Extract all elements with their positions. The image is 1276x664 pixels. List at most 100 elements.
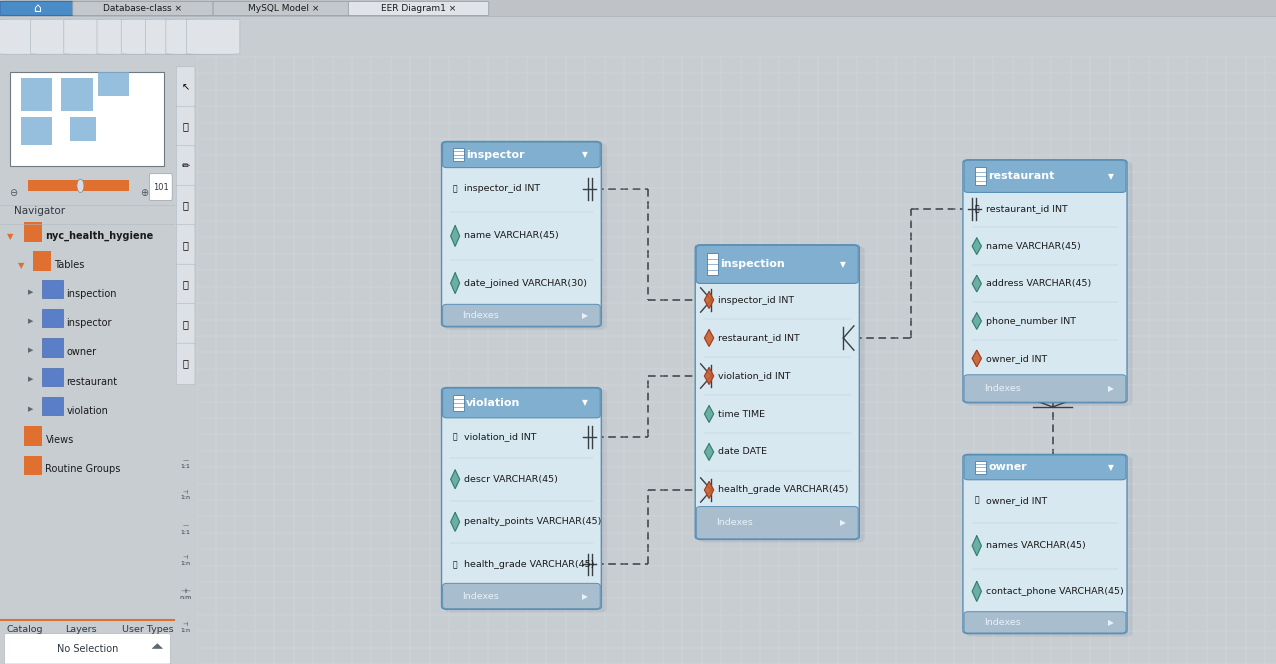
Text: phone_number INT: phone_number INT xyxy=(986,317,1076,325)
Text: restaurant_id INT: restaurant_id INT xyxy=(718,333,800,343)
Bar xyxy=(24,426,42,446)
FancyBboxPatch shape xyxy=(441,141,601,327)
FancyBboxPatch shape xyxy=(445,389,606,612)
FancyBboxPatch shape xyxy=(145,19,199,54)
FancyBboxPatch shape xyxy=(963,454,1127,633)
Text: violation_id INT: violation_id INT xyxy=(464,432,537,441)
FancyBboxPatch shape xyxy=(73,1,213,15)
Bar xyxy=(975,461,985,473)
Text: name VARCHAR(45): name VARCHAR(45) xyxy=(464,232,559,240)
Text: —
1:1: — 1:1 xyxy=(181,458,190,469)
Bar xyxy=(20,78,52,111)
Text: 🔑: 🔑 xyxy=(453,432,458,441)
Text: ⊖: ⊖ xyxy=(9,188,17,198)
Text: inspector_id INT: inspector_id INT xyxy=(718,295,795,305)
Polygon shape xyxy=(704,444,713,460)
Text: ▶: ▶ xyxy=(840,518,846,527)
FancyBboxPatch shape xyxy=(4,633,171,664)
FancyBboxPatch shape xyxy=(176,343,195,384)
Text: —
1:1: — 1:1 xyxy=(181,524,190,535)
Text: Tables: Tables xyxy=(54,260,84,270)
Polygon shape xyxy=(972,581,981,602)
Bar xyxy=(28,181,129,191)
Text: ⊣
1:n: ⊣ 1:n xyxy=(181,555,190,566)
Polygon shape xyxy=(704,368,713,384)
Bar xyxy=(707,254,718,275)
Text: ▶: ▶ xyxy=(1108,618,1114,627)
Bar xyxy=(10,72,165,166)
FancyBboxPatch shape xyxy=(121,19,175,54)
Polygon shape xyxy=(704,329,713,347)
Text: nyc_health_hygiene: nyc_health_hygiene xyxy=(46,230,153,241)
Bar xyxy=(20,117,52,145)
Polygon shape xyxy=(450,226,459,246)
Text: violation: violation xyxy=(66,406,108,416)
Text: address VARCHAR(45): address VARCHAR(45) xyxy=(986,279,1091,288)
FancyArrow shape xyxy=(152,643,162,649)
Bar xyxy=(42,339,63,357)
Bar xyxy=(61,78,93,111)
FancyBboxPatch shape xyxy=(966,456,1132,637)
Text: Indexes: Indexes xyxy=(462,311,499,320)
FancyBboxPatch shape xyxy=(176,146,195,187)
FancyBboxPatch shape xyxy=(176,264,195,305)
FancyBboxPatch shape xyxy=(176,67,195,108)
Text: contact_phone VARCHAR(45): contact_phone VARCHAR(45) xyxy=(986,587,1124,596)
Text: names VARCHAR(45): names VARCHAR(45) xyxy=(986,541,1086,550)
Text: ▶: ▶ xyxy=(582,311,588,320)
Text: violation: violation xyxy=(466,398,521,408)
FancyBboxPatch shape xyxy=(698,246,865,542)
Text: 📋: 📋 xyxy=(182,319,189,329)
FancyBboxPatch shape xyxy=(0,1,74,15)
Text: ▼: ▼ xyxy=(840,260,846,269)
Text: Database-class ×: Database-class × xyxy=(103,4,182,13)
Text: Layers: Layers xyxy=(65,625,96,634)
Bar xyxy=(453,148,464,161)
Text: inspector: inspector xyxy=(466,150,524,160)
Polygon shape xyxy=(704,406,713,422)
Text: health_grade VARCHAR(45): health_grade VARCHAR(45) xyxy=(718,485,849,495)
Polygon shape xyxy=(450,273,459,293)
Text: ▼: ▼ xyxy=(18,261,24,270)
Text: date DATE: date DATE xyxy=(718,448,767,456)
Text: ▼: ▼ xyxy=(1108,463,1114,472)
Polygon shape xyxy=(972,276,981,292)
Text: penalty_points VARCHAR(45): penalty_points VARCHAR(45) xyxy=(464,517,601,527)
Bar xyxy=(24,456,42,475)
Text: restaurant: restaurant xyxy=(66,376,117,386)
Text: Indexes: Indexes xyxy=(984,618,1021,627)
FancyBboxPatch shape xyxy=(963,160,1127,403)
FancyBboxPatch shape xyxy=(176,106,195,147)
Text: descr VARCHAR(45): descr VARCHAR(45) xyxy=(464,475,558,484)
Text: MySQL Model ×: MySQL Model × xyxy=(248,4,319,13)
Polygon shape xyxy=(704,481,713,499)
Text: Routine Groups: Routine Groups xyxy=(46,464,121,474)
Polygon shape xyxy=(450,513,459,531)
Text: time TIME: time TIME xyxy=(718,410,766,418)
FancyBboxPatch shape xyxy=(149,174,172,201)
Text: ⬜: ⬜ xyxy=(182,201,189,210)
Bar xyxy=(33,252,51,271)
Text: ▶: ▶ xyxy=(1108,384,1114,393)
FancyBboxPatch shape xyxy=(348,1,489,15)
Ellipse shape xyxy=(77,179,84,193)
FancyBboxPatch shape xyxy=(31,19,84,54)
Text: ▼: ▼ xyxy=(1108,172,1114,181)
FancyBboxPatch shape xyxy=(176,224,195,266)
Polygon shape xyxy=(450,470,459,489)
Text: ✏: ✏ xyxy=(181,161,190,171)
FancyBboxPatch shape xyxy=(965,612,1125,633)
Polygon shape xyxy=(972,350,981,367)
Text: owner: owner xyxy=(989,462,1027,472)
Text: ↖: ↖ xyxy=(181,82,190,92)
Text: Indexes: Indexes xyxy=(462,592,499,600)
Bar xyxy=(42,367,63,386)
Text: No Selection: No Selection xyxy=(56,644,119,654)
FancyBboxPatch shape xyxy=(697,507,859,539)
Text: inspection: inspection xyxy=(721,260,785,270)
Text: ▼: ▼ xyxy=(582,398,588,408)
Text: inspector: inspector xyxy=(66,318,112,328)
Text: Indexes: Indexes xyxy=(984,384,1021,393)
FancyBboxPatch shape xyxy=(64,19,117,54)
Text: ▼: ▼ xyxy=(582,150,588,159)
